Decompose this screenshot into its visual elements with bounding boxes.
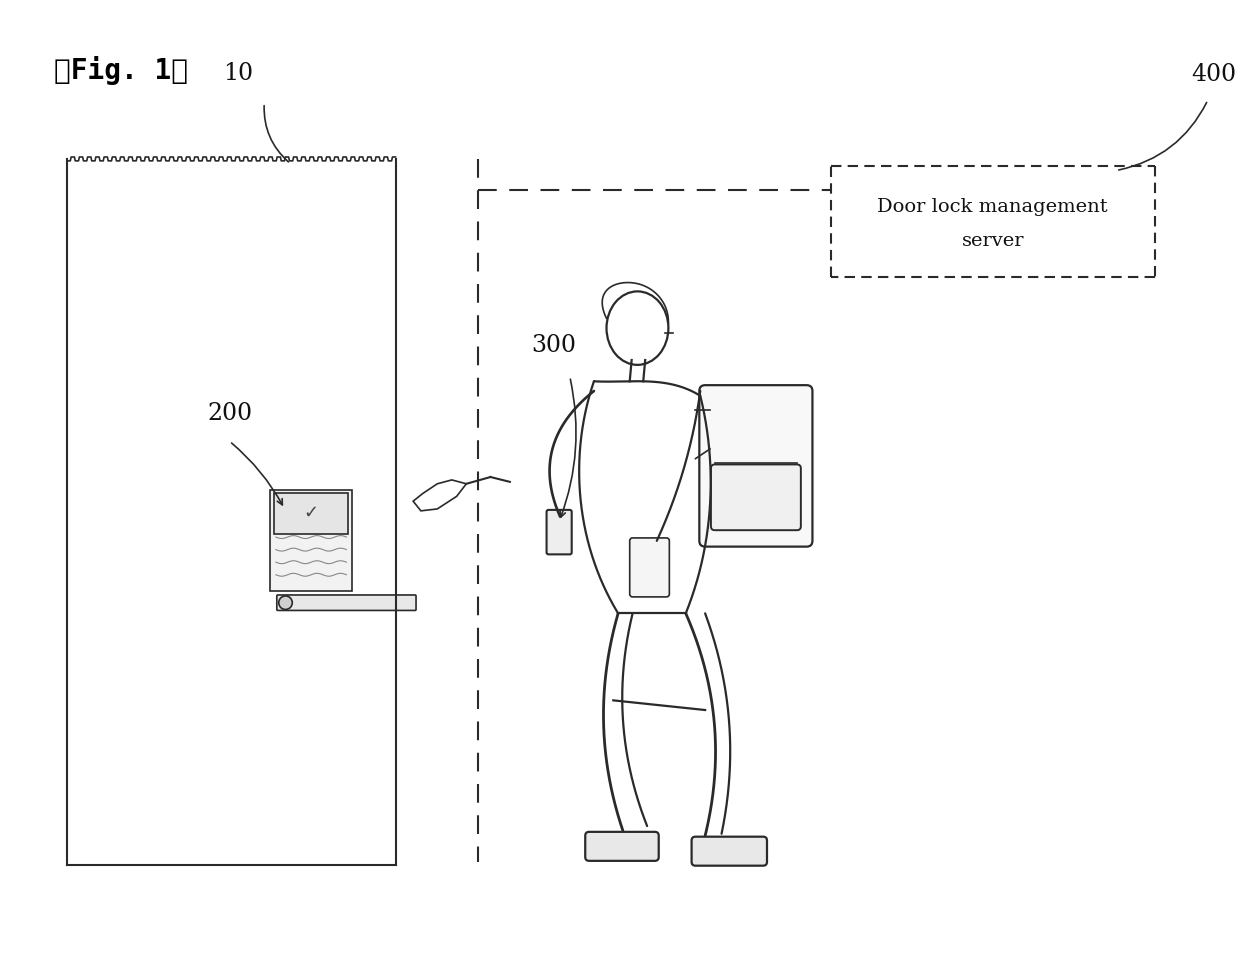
- FancyBboxPatch shape: [630, 538, 670, 597]
- FancyBboxPatch shape: [711, 464, 801, 530]
- FancyBboxPatch shape: [692, 837, 768, 865]
- Text: 400: 400: [1192, 63, 1236, 86]
- Circle shape: [279, 596, 293, 609]
- Text: 200: 200: [207, 402, 252, 425]
- FancyBboxPatch shape: [277, 595, 417, 610]
- Text: 10: 10: [223, 62, 253, 85]
- FancyBboxPatch shape: [699, 385, 812, 546]
- Text: 「Fig. 1」: 「Fig. 1」: [55, 56, 188, 85]
- Text: 300: 300: [531, 334, 577, 357]
- Text: Door lock management: Door lock management: [878, 198, 1109, 216]
- Bar: [270, 490, 352, 591]
- Text: server: server: [961, 232, 1024, 249]
- Bar: [274, 494, 348, 534]
- Text: ✓: ✓: [304, 504, 319, 521]
- FancyBboxPatch shape: [547, 510, 572, 554]
- FancyBboxPatch shape: [585, 832, 658, 860]
